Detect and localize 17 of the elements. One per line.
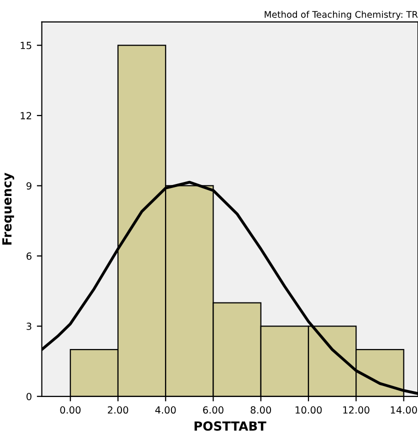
y-axis-title: Frequency xyxy=(2,172,14,245)
y-tick-label: 6 xyxy=(26,252,32,260)
y-tick-label: 12 xyxy=(20,112,32,120)
x-axis-title: POSTTABT xyxy=(194,421,266,431)
x-tick-label: 8.00 xyxy=(250,406,272,414)
x-tick-label: 14.00 xyxy=(390,406,417,414)
x-tick-label: 0.00 xyxy=(60,406,81,414)
y-tick-label: 15 xyxy=(20,42,32,50)
chart-title: Method of Teaching Chemistry: TR xyxy=(264,10,418,20)
y-tick-label: 9 xyxy=(26,182,32,190)
x-tick-label: 4.00 xyxy=(155,406,176,414)
x-tick-label: 2.00 xyxy=(108,406,128,414)
y-tick-label: 3 xyxy=(26,322,32,330)
y-tick-label: 0 xyxy=(26,392,32,400)
x-tick-label: 10.00 xyxy=(296,406,322,414)
x-tick-label: 12.00 xyxy=(343,406,370,414)
x-tick-label: 6.00 xyxy=(203,406,224,414)
